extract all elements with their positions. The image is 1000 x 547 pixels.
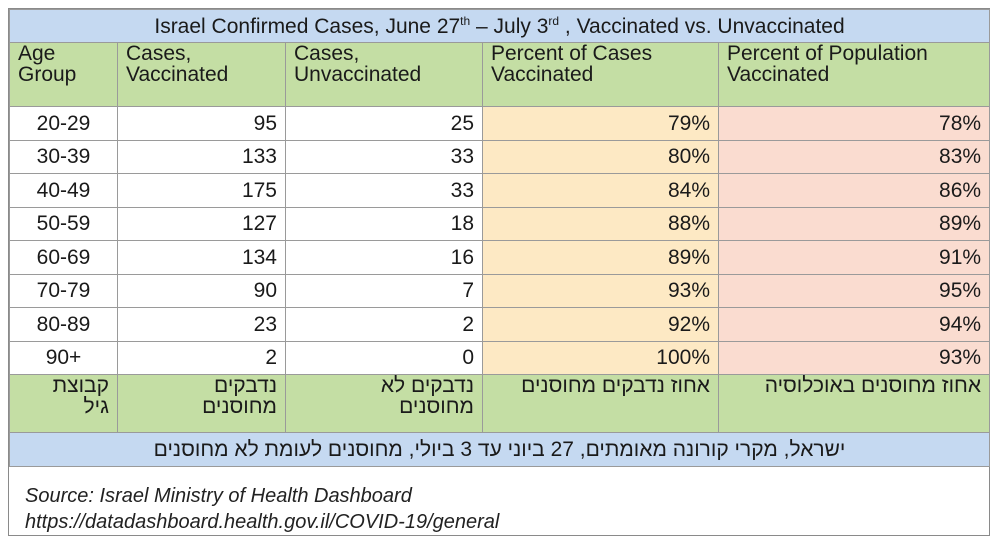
percent-cases-cell: 89%	[482, 240, 719, 275]
header-age-group: Age Group	[9, 42, 118, 107]
percent-population-cell: 83%	[717, 139, 991, 174]
hebrew-header-percent-cases: אחוז נדבקים מחוסנים	[482, 374, 719, 433]
table-row: 80-89 23 2 92% 94%	[9, 307, 991, 342]
hebrew-header-percent-population: אחוז מחוסנים באוכלוסיה	[717, 374, 991, 433]
header-cases-unvaccinated: Cases, Unvaccinated	[285, 42, 483, 107]
table-row: 60-69 134 16 89% 91%	[9, 240, 991, 275]
unvaccinated-cases-cell: 18	[285, 206, 483, 241]
cases-table: Israel Confirmed Cases, June 27th – July…	[8, 9, 991, 467]
hebrew-header-age-group: קבוצת גיל	[9, 374, 118, 433]
header-row: Age Group Cases, Vaccinated Cases, Unvaccin…	[9, 42, 991, 107]
age-cell: 20-29	[9, 106, 118, 141]
percent-population-cell: 86%	[717, 173, 991, 208]
unvaccinated-cases-cell: 25	[285, 106, 483, 141]
hebrew-header-row: קבוצת גיל נדבקים מחוסנים נדבקים לא מחוסנים …	[9, 374, 991, 433]
source-note: Source: Israel Ministry of Health Dashbo…	[25, 483, 499, 535]
vaccinated-cases-cell: 2	[117, 340, 286, 375]
age-cell: 70-79	[9, 273, 118, 308]
age-cell: 90+	[9, 340, 118, 375]
hebrew-header-cases-unvaccinated: נדבקים לא מחוסנים	[285, 374, 483, 433]
percent-population-cell: 78%	[717, 106, 991, 141]
data-table-frame: Israel Confirmed Cases, June 27th – July…	[8, 8, 991, 536]
age-cell: 60-69	[9, 240, 118, 275]
percent-population-cell: 91%	[717, 240, 991, 275]
vaccinated-cases-cell: 175	[117, 173, 286, 208]
unvaccinated-cases-cell: 2	[285, 307, 483, 342]
table-row: 70-79 90 7 93% 95%	[9, 273, 991, 308]
vaccinated-cases-cell: 95	[117, 106, 286, 141]
unvaccinated-cases-cell: 16	[285, 240, 483, 275]
header-percent-population-vaccinated: Percent of Population Vaccinated	[717, 42, 991, 107]
vaccinated-cases-cell: 133	[117, 139, 286, 174]
hebrew-title-row: ישראל, מקרי קורונה מאומתים, 27 ביוני עד …	[8, 432, 991, 467]
vaccinated-cases-cell: 90	[117, 273, 286, 308]
age-cell: 30-39	[9, 139, 118, 174]
source-url: https://datadashboard.health.gov.il/COVI…	[25, 511, 500, 533]
percent-cases-cell: 79%	[482, 106, 719, 141]
percent-cases-cell: 88%	[482, 206, 719, 241]
vaccinated-cases-cell: 23	[117, 307, 286, 342]
header-percent-cases-vaccinated: Percent of Cases Vaccinated	[482, 42, 719, 107]
percent-cases-cell: 84%	[482, 173, 719, 208]
table-row: 30-39 133 33 80% 83%	[9, 139, 991, 174]
percent-population-cell: 89%	[717, 206, 991, 241]
unvaccinated-cases-cell: 33	[285, 139, 483, 174]
table-row: 20-29 95 25 79% 78%	[9, 106, 991, 141]
hebrew-table-title: ישראל, מקרי קורונה מאומתים, 27 ביוני עד …	[8, 432, 991, 467]
unvaccinated-cases-cell: 0	[285, 340, 483, 375]
unvaccinated-cases-cell: 7	[285, 273, 483, 308]
hebrew-header-cases-vaccinated: נדבקים מחוסנים	[117, 374, 286, 433]
table-row: 50-59 127 18 88% 89%	[9, 206, 991, 241]
age-cell: 50-59	[9, 206, 118, 241]
header-cases-vaccinated: Cases, Vaccinated	[117, 42, 286, 107]
source-label: Source: Israel Ministry of Health Dashbo…	[25, 485, 412, 507]
unvaccinated-cases-cell: 33	[285, 173, 483, 208]
percent-cases-cell: 80%	[482, 139, 719, 174]
age-cell: 40-49	[9, 173, 118, 208]
age-cell: 80-89	[9, 307, 118, 342]
table-row: 90+ 2 0 100% 93%	[9, 340, 991, 375]
table-title: Israel Confirmed Cases, June 27th – July…	[8, 9, 991, 43]
percent-cases-cell: 93%	[482, 273, 719, 308]
percent-population-cell: 94%	[717, 307, 991, 342]
percent-cases-cell: 92%	[482, 307, 719, 342]
vaccinated-cases-cell: 134	[117, 240, 286, 275]
title-row: Israel Confirmed Cases, June 27th – July…	[8, 9, 991, 43]
vaccinated-cases-cell: 127	[117, 206, 286, 241]
percent-cases-cell: 100%	[482, 340, 719, 375]
percent-population-cell: 93%	[717, 340, 991, 375]
percent-population-cell: 95%	[717, 273, 991, 308]
table-row: 40-49 175 33 84% 86%	[9, 173, 991, 208]
